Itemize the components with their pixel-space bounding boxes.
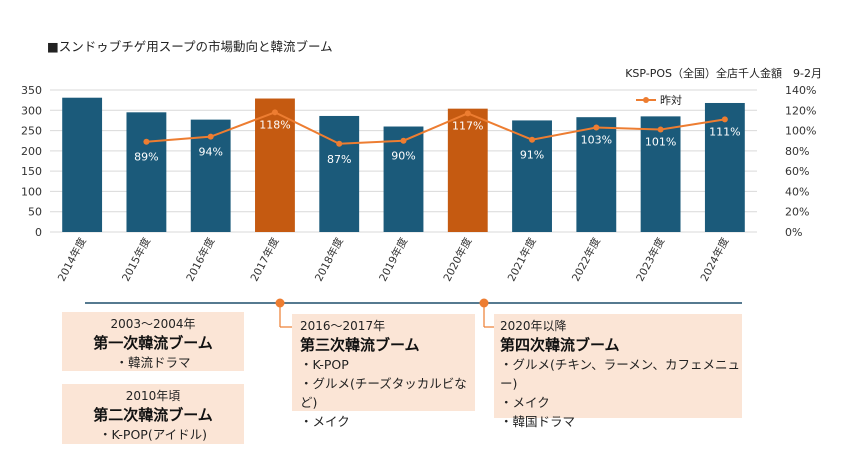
- boom-1-item: ・韓流ドラマ: [115, 355, 191, 370]
- bar: [576, 117, 617, 232]
- yoy-line-series: [143, 109, 728, 147]
- category-label: 2024年度: [698, 235, 732, 284]
- bar: [62, 97, 103, 232]
- yoy-point: [464, 110, 471, 117]
- yoy-point: [657, 126, 664, 133]
- boom-1-period: 2003～2004年: [110, 317, 196, 331]
- yoy-point: [529, 136, 536, 143]
- boom-3-item: ・K-POP: [300, 357, 349, 372]
- yoy-data-label: 118%: [259, 118, 290, 131]
- boom-box-4: 2020年以降 第四次韓流ブーム ・グルメ(チキン、ラーメン、カフェメニュー) …: [494, 314, 742, 429]
- boom-3-item: ・メイク: [300, 414, 350, 429]
- boom-4-item: ・韓国ドラマ: [500, 414, 576, 429]
- category-axis-labels: 2014年度 2015年度 2016年度 2017年度 2018年度 2019年度 2020…: [55, 235, 732, 284]
- boom-1-title: 第一次韓流ブーム: [93, 334, 213, 352]
- left-tick-label: 300: [21, 104, 42, 117]
- bar: [704, 102, 745, 233]
- boom-box-3: 2016～2017年 第三次韓流ブーム ・K-POP ・グルメ(チーズタッカルビ…: [292, 314, 475, 429]
- category-label: 2015年度: [119, 235, 153, 284]
- right-axis-ticks: 0% 20% 40% 60% 80% 100% 120% 140%: [785, 84, 816, 239]
- legend-dot-marker: [643, 97, 649, 103]
- bar: [255, 98, 295, 233]
- bar-series: [62, 97, 745, 233]
- right-tick-label: 120%: [785, 104, 816, 117]
- yoy-line: [146, 111, 726, 145]
- yoy-data-label: 103%: [581, 134, 612, 147]
- bar: [640, 116, 681, 232]
- legend-label: 昨対: [660, 93, 682, 107]
- yoy-data-label: 101%: [645, 136, 676, 149]
- category-label: 2020年度: [441, 235, 475, 284]
- bar: [319, 115, 360, 232]
- right-tick-label: 20%: [785, 206, 809, 219]
- boom-3-item: ・グルメ(チーズタッカルビなど): [300, 376, 467, 410]
- left-tick-label: 100: [21, 185, 42, 198]
- yoy-data-label: 117%: [452, 119, 483, 132]
- yoy-point: [271, 109, 278, 116]
- yoy-data-label: 94%: [198, 146, 222, 159]
- yoy-point: [593, 124, 600, 131]
- left-tick-label: 50: [28, 206, 42, 219]
- yoy-data-label: 111%: [709, 125, 740, 138]
- yoy-point: [400, 137, 407, 144]
- yoy-point: [336, 140, 343, 147]
- yoy-point: [721, 116, 728, 123]
- boom-2-title: 第二次韓流ブーム: [93, 406, 213, 424]
- right-tick-label: 100%: [785, 125, 816, 138]
- category-label: 2014年度: [55, 235, 89, 284]
- left-tick-label: 350: [21, 84, 42, 97]
- yoy-data-label: 90%: [391, 150, 415, 163]
- boom-2-period: 2010年頃: [125, 389, 181, 403]
- category-label: 2018年度: [312, 235, 346, 284]
- yoy-data-labels: 89% 94% 118% 87% 90% 117% 91% 103% 101% 111%: [134, 118, 740, 165]
- yoy-point: [143, 138, 150, 145]
- boom-3-period: 2016～2017年: [300, 319, 386, 333]
- category-label: 2016年度: [183, 235, 217, 284]
- chart-subtitle: KSP-POS（全国）全店千人金額 9-2月: [625, 66, 822, 80]
- boom-4-period: 2020年以降: [500, 319, 567, 333]
- right-tick-label: 0%: [785, 226, 802, 239]
- category-label: 2017年度: [248, 235, 282, 284]
- right-tick-label: 140%: [785, 84, 816, 97]
- bar: [447, 108, 488, 232]
- yoy-data-label: 91%: [520, 149, 544, 162]
- left-tick-label: 250: [21, 125, 42, 138]
- boom-3-title: 第三次韓流ブーム: [300, 336, 420, 354]
- boom-box-1: 2003～2004年 第一次韓流ブーム ・韓流ドラマ: [62, 312, 244, 371]
- boom-2-item: ・K-POP(アイドル): [99, 427, 207, 442]
- left-tick-label: 150: [21, 165, 42, 178]
- yoy-data-label: 89%: [134, 151, 158, 164]
- market-chart: ■スンドゥブチゲ用スープの市場動向と韓流ブーム KSP-POS（全国）全店千人金…: [21, 39, 822, 284]
- category-label: 2021年度: [505, 235, 539, 284]
- category-label: 2019年度: [376, 235, 410, 284]
- category-label: 2022年度: [569, 235, 603, 284]
- chart-title: ■スンドゥブチゲ用スープの市場動向と韓流ブーム: [47, 39, 333, 54]
- right-tick-label: 40%: [785, 185, 809, 198]
- boom-4-item: ・メイク: [500, 395, 550, 410]
- left-tick-label: 0: [35, 226, 42, 239]
- left-tick-label: 200: [21, 145, 42, 158]
- bar: [126, 112, 167, 232]
- left-axis-ticks: 0 50 100 150 200 250 300 350: [21, 84, 42, 239]
- bar: [383, 126, 424, 232]
- boom-4-title: 第四次韓流ブーム: [500, 336, 620, 354]
- right-tick-label: 80%: [785, 145, 809, 158]
- legend: 昨対: [636, 93, 682, 107]
- boom-box-2: 2010年頃 第二次韓流ブーム ・K-POP(アイドル): [62, 384, 244, 444]
- category-label: 2023年度: [633, 235, 667, 284]
- yoy-point: [207, 133, 214, 140]
- boom-4-item: ・グルメ(チキン、ラーメン、カフェメニュー): [500, 357, 741, 391]
- yoy-data-label: 87%: [327, 153, 351, 166]
- right-tick-label: 60%: [785, 165, 809, 178]
